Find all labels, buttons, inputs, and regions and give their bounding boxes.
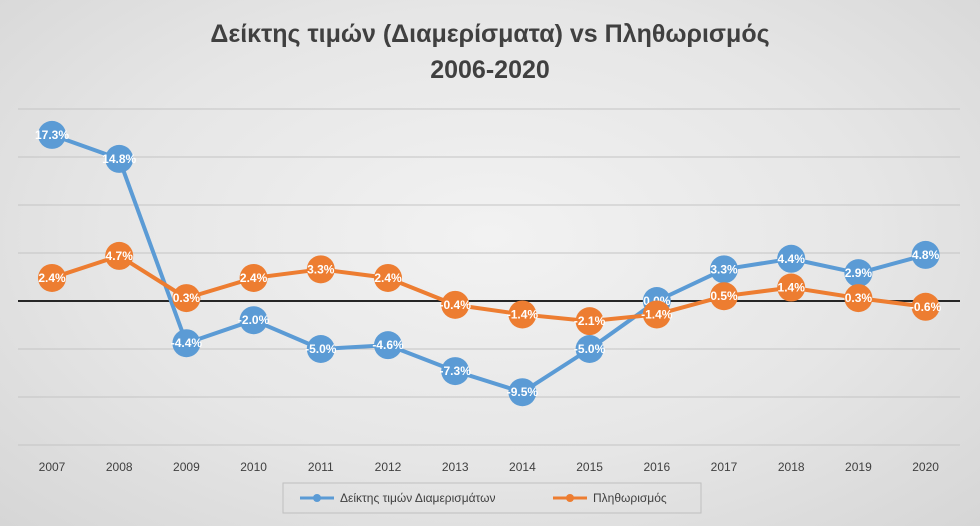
x-tick-label: 2007 <box>39 460 66 474</box>
data-label: -0.4% <box>440 298 472 312</box>
data-point <box>575 307 604 336</box>
data-point <box>508 300 537 329</box>
data-point <box>575 335 604 363</box>
x-tick-label: 2020 <box>912 460 939 474</box>
data-label: -5.0% <box>574 342 606 356</box>
data-point <box>105 241 134 270</box>
chart-subtitle: 2006-2020 <box>430 56 550 84</box>
data-label: -0.6% <box>910 300 942 314</box>
data-label: -1.4% <box>507 307 539 321</box>
data-point <box>777 244 806 273</box>
x-tick-label: 2013 <box>442 460 469 474</box>
x-tick-label: 2009 <box>173 460 200 474</box>
data-point <box>710 282 738 311</box>
legend-marker-1 <box>566 494 574 502</box>
data-label: 3.3% <box>710 262 738 276</box>
legend-label-1: Πληθωρισμός <box>593 491 667 505</box>
data-label: 2.4% <box>38 271 66 285</box>
data-label: -9.5% <box>507 385 539 399</box>
legend-box <box>282 482 702 514</box>
x-tick-label: 2018 <box>778 460 805 474</box>
x-tick-label: 2019 <box>845 460 872 474</box>
data-label: -4.6% <box>372 338 404 352</box>
data-label: 3.3% <box>307 262 335 276</box>
data-label: 0.3% <box>845 291 873 305</box>
data-label: 2.4% <box>240 271 268 285</box>
x-tick-label: 2017 <box>711 460 738 474</box>
data-point <box>38 263 66 292</box>
x-tick-label: 2014 <box>509 460 536 474</box>
data-point <box>172 329 201 358</box>
x-tick-label: 2010 <box>240 460 267 474</box>
x-tick-label: 2011 <box>308 460 334 474</box>
data-label: -1.4% <box>641 307 673 321</box>
data-point <box>844 259 873 288</box>
data-label: 4.8% <box>912 248 940 262</box>
data-point <box>374 331 402 360</box>
data-label: 1.4% <box>778 281 806 295</box>
data-point <box>105 144 134 173</box>
data-label: 4.4% <box>778 252 806 266</box>
data-label: 0.5% <box>710 289 738 303</box>
x-tick-label: 2015 <box>576 460 603 474</box>
data-label: -7.3% <box>440 364 472 378</box>
data-point <box>374 263 402 292</box>
data-point <box>844 284 873 313</box>
data-point <box>306 335 335 363</box>
data-point <box>239 306 268 335</box>
data-point <box>911 240 940 269</box>
data-point <box>508 378 537 407</box>
data-label: -2.0% <box>238 313 270 327</box>
data-point <box>710 255 738 284</box>
data-label: -4.4% <box>171 336 203 350</box>
data-point <box>306 255 335 284</box>
x-tick-label: 2012 <box>375 460 402 474</box>
data-point <box>777 273 806 302</box>
data-point <box>441 290 470 319</box>
data-label: 2.9% <box>845 266 873 280</box>
legend-label-0: Δείκτης τιμών Διαμερισμάτων <box>340 491 496 505</box>
data-point <box>38 120 66 149</box>
data-label: 4.7% <box>106 249 134 263</box>
data-point <box>642 300 671 329</box>
legend-marker-0 <box>313 494 321 502</box>
data-label: 14.8% <box>102 152 136 166</box>
data-label: 2.4% <box>374 271 402 285</box>
data-point <box>441 357 470 386</box>
data-label: -5.0% <box>305 342 337 356</box>
data-point <box>172 284 201 313</box>
x-tick-label: 2016 <box>643 460 670 474</box>
data-point <box>911 292 940 321</box>
data-label: -2.1% <box>574 314 606 328</box>
x-tick-label: 2008 <box>106 460 133 474</box>
chart-title: Δείκτης τιμών (Διαμερίσματα) vs Πληθωρισ… <box>210 20 770 48</box>
data-label: 0.3% <box>173 291 201 305</box>
data-label: 17.3% <box>35 128 69 142</box>
data-point <box>239 263 268 292</box>
